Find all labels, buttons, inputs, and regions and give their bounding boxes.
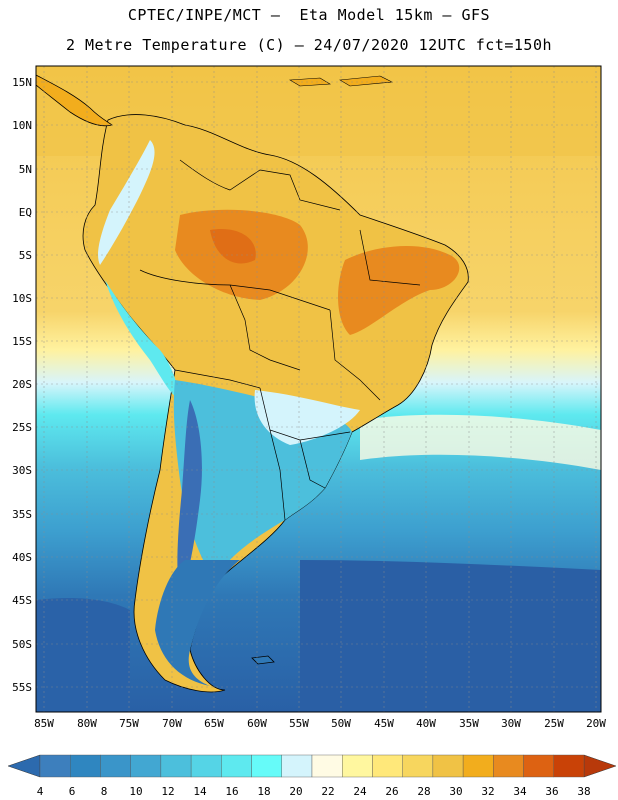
lat-label: 45S: [12, 594, 32, 607]
colorbar-label: 32: [481, 785, 494, 798]
colorbar-low-arrow: [7, 754, 41, 778]
colorbar-label: 36: [545, 785, 558, 798]
lon-label: 40W: [416, 717, 436, 730]
lon-label: 20W: [586, 717, 606, 730]
colorbar-label: 14: [193, 785, 207, 798]
colorbar-label: 8: [101, 785, 108, 798]
lat-label: 55S: [12, 681, 32, 694]
colorbar-label: 20: [289, 785, 302, 798]
lat-label: 25S: [12, 421, 32, 434]
colorbar-cell: [462, 754, 494, 778]
lat-label: 15S: [12, 335, 32, 348]
colorbar-label: 6: [69, 785, 76, 798]
lon-label: 75W: [119, 717, 139, 730]
lon-label: 25W: [544, 717, 564, 730]
lon-label: 45W: [374, 717, 394, 730]
colorbar-cell: [130, 754, 162, 778]
lat-label: 5S: [19, 249, 32, 262]
lon-label: 55W: [289, 717, 309, 730]
lon-label: 30W: [501, 717, 521, 730]
lat-label: 10S: [12, 292, 32, 305]
colorbar-cell: [251, 754, 282, 778]
lat-label: 5N: [19, 163, 32, 176]
colorbar-cell: [523, 754, 554, 778]
lat-label: 40S: [12, 551, 32, 564]
colorbar-cell: [493, 754, 524, 778]
colorbar-label: 22: [321, 785, 334, 798]
colorbar-cell: [281, 754, 313, 778]
lon-label: 50W: [331, 717, 351, 730]
lat-label: 20S: [12, 378, 32, 391]
colorbar-cell: [342, 754, 373, 778]
colorbar-cell: [160, 754, 192, 778]
lon-label: 65W: [204, 717, 224, 730]
latitude-axis: 15N 10N 5N EQ 5S 10S 15S 20S 25S 30S 35S…: [12, 76, 32, 694]
colorbar-label: 28: [417, 785, 430, 798]
lon-label: 80W: [77, 717, 97, 730]
colorbar-label: 12: [161, 785, 174, 798]
graticule: [36, 66, 601, 712]
temperature-colorbar: 4 6 8 10 12 14 16 18 20 22 24 26 28 30 3…: [7, 754, 617, 798]
colorbar-cell: [432, 754, 464, 778]
lat-label: 50S: [12, 638, 32, 651]
colorbar-cell: [190, 754, 222, 778]
lat-label: 15N: [12, 76, 32, 89]
colorbar-label: 38: [577, 785, 590, 798]
lat-label: EQ: [19, 206, 32, 219]
colorbar-cell: [39, 754, 71, 778]
colorbar-cell: [70, 754, 101, 778]
colorbar-label: 16: [225, 785, 238, 798]
colorbar-label: 18: [257, 785, 270, 798]
colorbar-label: 4: [37, 785, 44, 798]
colorbar-cell: [221, 754, 252, 778]
colorbar-label: 24: [353, 785, 367, 798]
colorbar-label: 26: [385, 785, 398, 798]
lon-label: 60W: [247, 717, 267, 730]
colorbar-cell: [553, 754, 585, 778]
lat-label: 30S: [12, 464, 32, 477]
longitude-axis: 85W 80W 75W 70W 65W 60W 55W 50W 45W 40W …: [34, 717, 606, 730]
colorbar-label: 10: [129, 785, 142, 798]
lon-label: 85W: [34, 717, 54, 730]
lat-label: 10N: [12, 119, 32, 132]
colorbar-label: 30: [449, 785, 462, 798]
colorbar-label: 34: [513, 785, 527, 798]
lat-label: 35S: [12, 508, 32, 521]
map-frame: [35, 65, 602, 713]
colorbar-cell: [402, 754, 434, 778]
map-title-variable: 2 Metre Temperature (C) – 24/07/2020 12U…: [65, 36, 553, 54]
colorbar-cell: [311, 754, 343, 778]
lon-label: 70W: [162, 717, 182, 730]
colorbar-high-arrow: [583, 754, 617, 778]
map-title-model: CPTEC/INPE/MCT – Eta Model 15km – GFS: [127, 6, 491, 24]
colorbar-cell: [100, 754, 131, 778]
colorbar-cell: [372, 754, 403, 778]
lon-label: 35W: [459, 717, 479, 730]
